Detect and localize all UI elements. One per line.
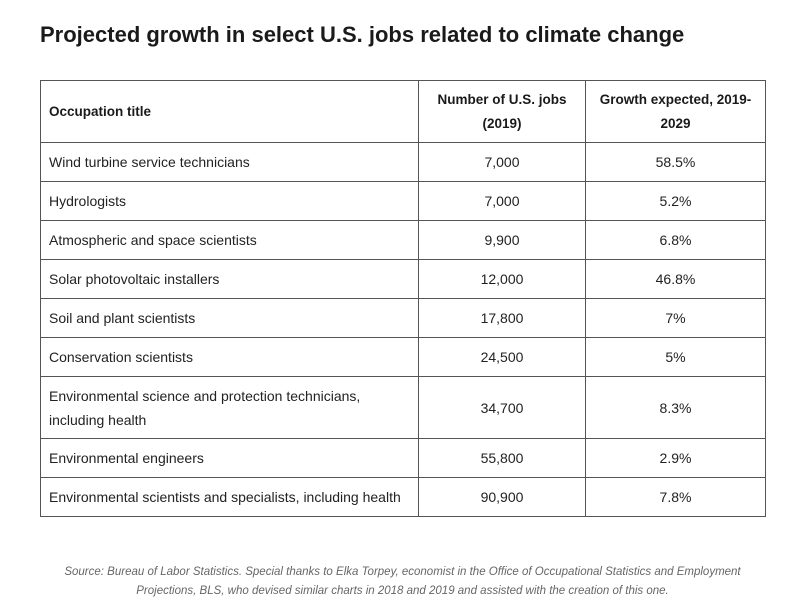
table-row: Wind turbine service technicians 7,000 58.… [40, 142, 766, 182]
header-cell: Growth expected, 2019-2029 [585, 80, 766, 143]
table-cell: 46.8% [585, 259, 766, 299]
header-cell: Occupation title [40, 80, 419, 143]
table-cell: Environmental science and protection tec… [40, 376, 419, 439]
table-cell: 9,900 [418, 220, 586, 260]
table-cell: 34,700 [418, 376, 586, 439]
table-cell: 12,000 [418, 259, 586, 299]
table-cell: 24,500 [418, 337, 586, 377]
table-cell: Hydrologists [40, 181, 419, 221]
table-body: Wind turbine service technicians 7,000 58.… [40, 142, 766, 517]
table-cell: 90,900 [418, 477, 586, 517]
title: Projected growth in select U.S. jobs rel… [40, 22, 685, 47]
table-cell: 2.9% [585, 438, 766, 478]
table-cell: 7,000 [418, 142, 586, 182]
table-row: Soil and plant scientists 17,800 7% [40, 298, 766, 338]
table-cell: Environmental engineers [40, 438, 419, 478]
jobs-table: Occupation title Number of U.S. jobs (20… [40, 80, 766, 517]
table-cell: 7,000 [418, 181, 586, 221]
header-row: Occupation title Number of U.S. jobs (20… [40, 80, 766, 143]
table-cell: 6.8% [585, 220, 766, 260]
table-row: Solar photovoltaic installers 12,000 46.8% [40, 259, 766, 299]
table-cell: 17,800 [418, 298, 586, 338]
table-cell: Solar photovoltaic installers [40, 259, 419, 299]
table-cell: Atmospheric and space scientists [40, 220, 419, 260]
table-cell: Conservation scientists [40, 337, 419, 377]
table-cell: 7.8% [585, 477, 766, 517]
table-row: Environmental scientists and specialists… [40, 477, 766, 517]
table-row: Environmental engineers 55,800 2.9% [40, 438, 766, 478]
table-cell: 7% [585, 298, 766, 338]
table-cell: Environmental scientists and specialists… [40, 477, 419, 517]
table-header: Occupation title Number of U.S. jobs (20… [40, 80, 766, 143]
table-row: Environmental science and protection tec… [40, 376, 766, 439]
table-row: Atmospheric and space scientists 9,900 6.8… [40, 220, 766, 260]
table-cell: 55,800 [418, 438, 586, 478]
table-row: Conservation scientists 24,500 5% [40, 337, 766, 377]
table-cell: Soil and plant scientists [40, 298, 419, 338]
header-cell: Number of U.S. jobs (2019) [418, 80, 586, 143]
table-cell: 8.3% [585, 376, 766, 439]
table-cell: Wind turbine service technicians [40, 142, 419, 182]
table-cell: 58.5% [585, 142, 766, 182]
table-row: Hydrologists 7,000 5.2% [40, 181, 766, 221]
table-cell: 5% [585, 337, 766, 377]
table-cell: 5.2% [585, 181, 766, 221]
source-note: Source: Bureau of Labor Statistics. Spec… [64, 566, 741, 597]
